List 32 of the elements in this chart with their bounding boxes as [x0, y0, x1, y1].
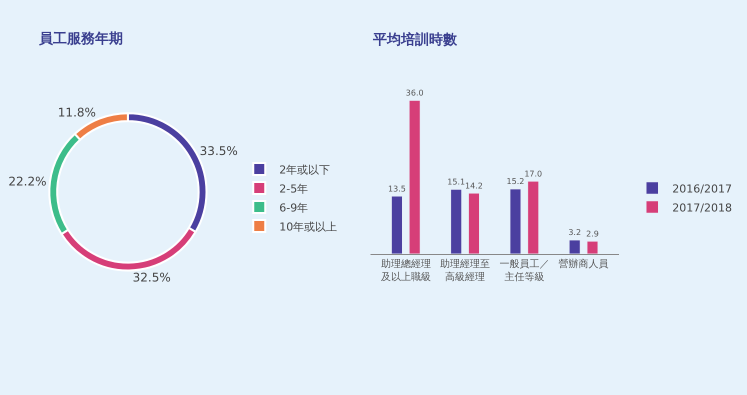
data-label: 36.0 [406, 88, 424, 98]
data-label: 33.5% [200, 144, 238, 158]
chart-title: 員工服務年期 [38, 31, 123, 47]
data-label: 15.2 [506, 177, 524, 186]
x-tick-label: 一般員工／主任等級 [499, 258, 550, 283]
data-label: 13.5 [388, 184, 406, 194]
legend-label: 10年或以上 [279, 220, 338, 234]
legend-label: 6-9年 [279, 201, 308, 214]
legend-label: 2年或以下 [279, 163, 330, 176]
bar [409, 100, 420, 254]
data-label: 14.2 [465, 181, 483, 190]
bar [569, 240, 580, 254]
data-label: 11.8% [58, 106, 96, 120]
data-label: 3.2 [568, 228, 582, 238]
bar [391, 196, 402, 254]
data-label: 32.5% [132, 270, 171, 284]
x-tick-label: 營辦商人員 [558, 258, 609, 270]
bar [528, 181, 539, 254]
x-tick-label: 助理總經理及以上職級 [380, 258, 431, 283]
legend-label: 2-5年 [279, 182, 308, 196]
bar [586, 241, 598, 254]
data-label: 22.2% [8, 174, 46, 188]
data-label: 2.9 [586, 229, 599, 238]
bar [468, 193, 480, 254]
bar [510, 188, 522, 254]
data-label: 15.1 [447, 178, 466, 186]
x-tick-label: 助理經理至高級經理 [440, 258, 490, 283]
legend-label: 2017/2018 [672, 201, 732, 214]
bar [450, 189, 462, 254]
legend-label: 2016/2017 [672, 182, 732, 196]
chart-title: 平均培訓時數 [372, 31, 458, 48]
data-label: 17.0 [524, 169, 542, 178]
